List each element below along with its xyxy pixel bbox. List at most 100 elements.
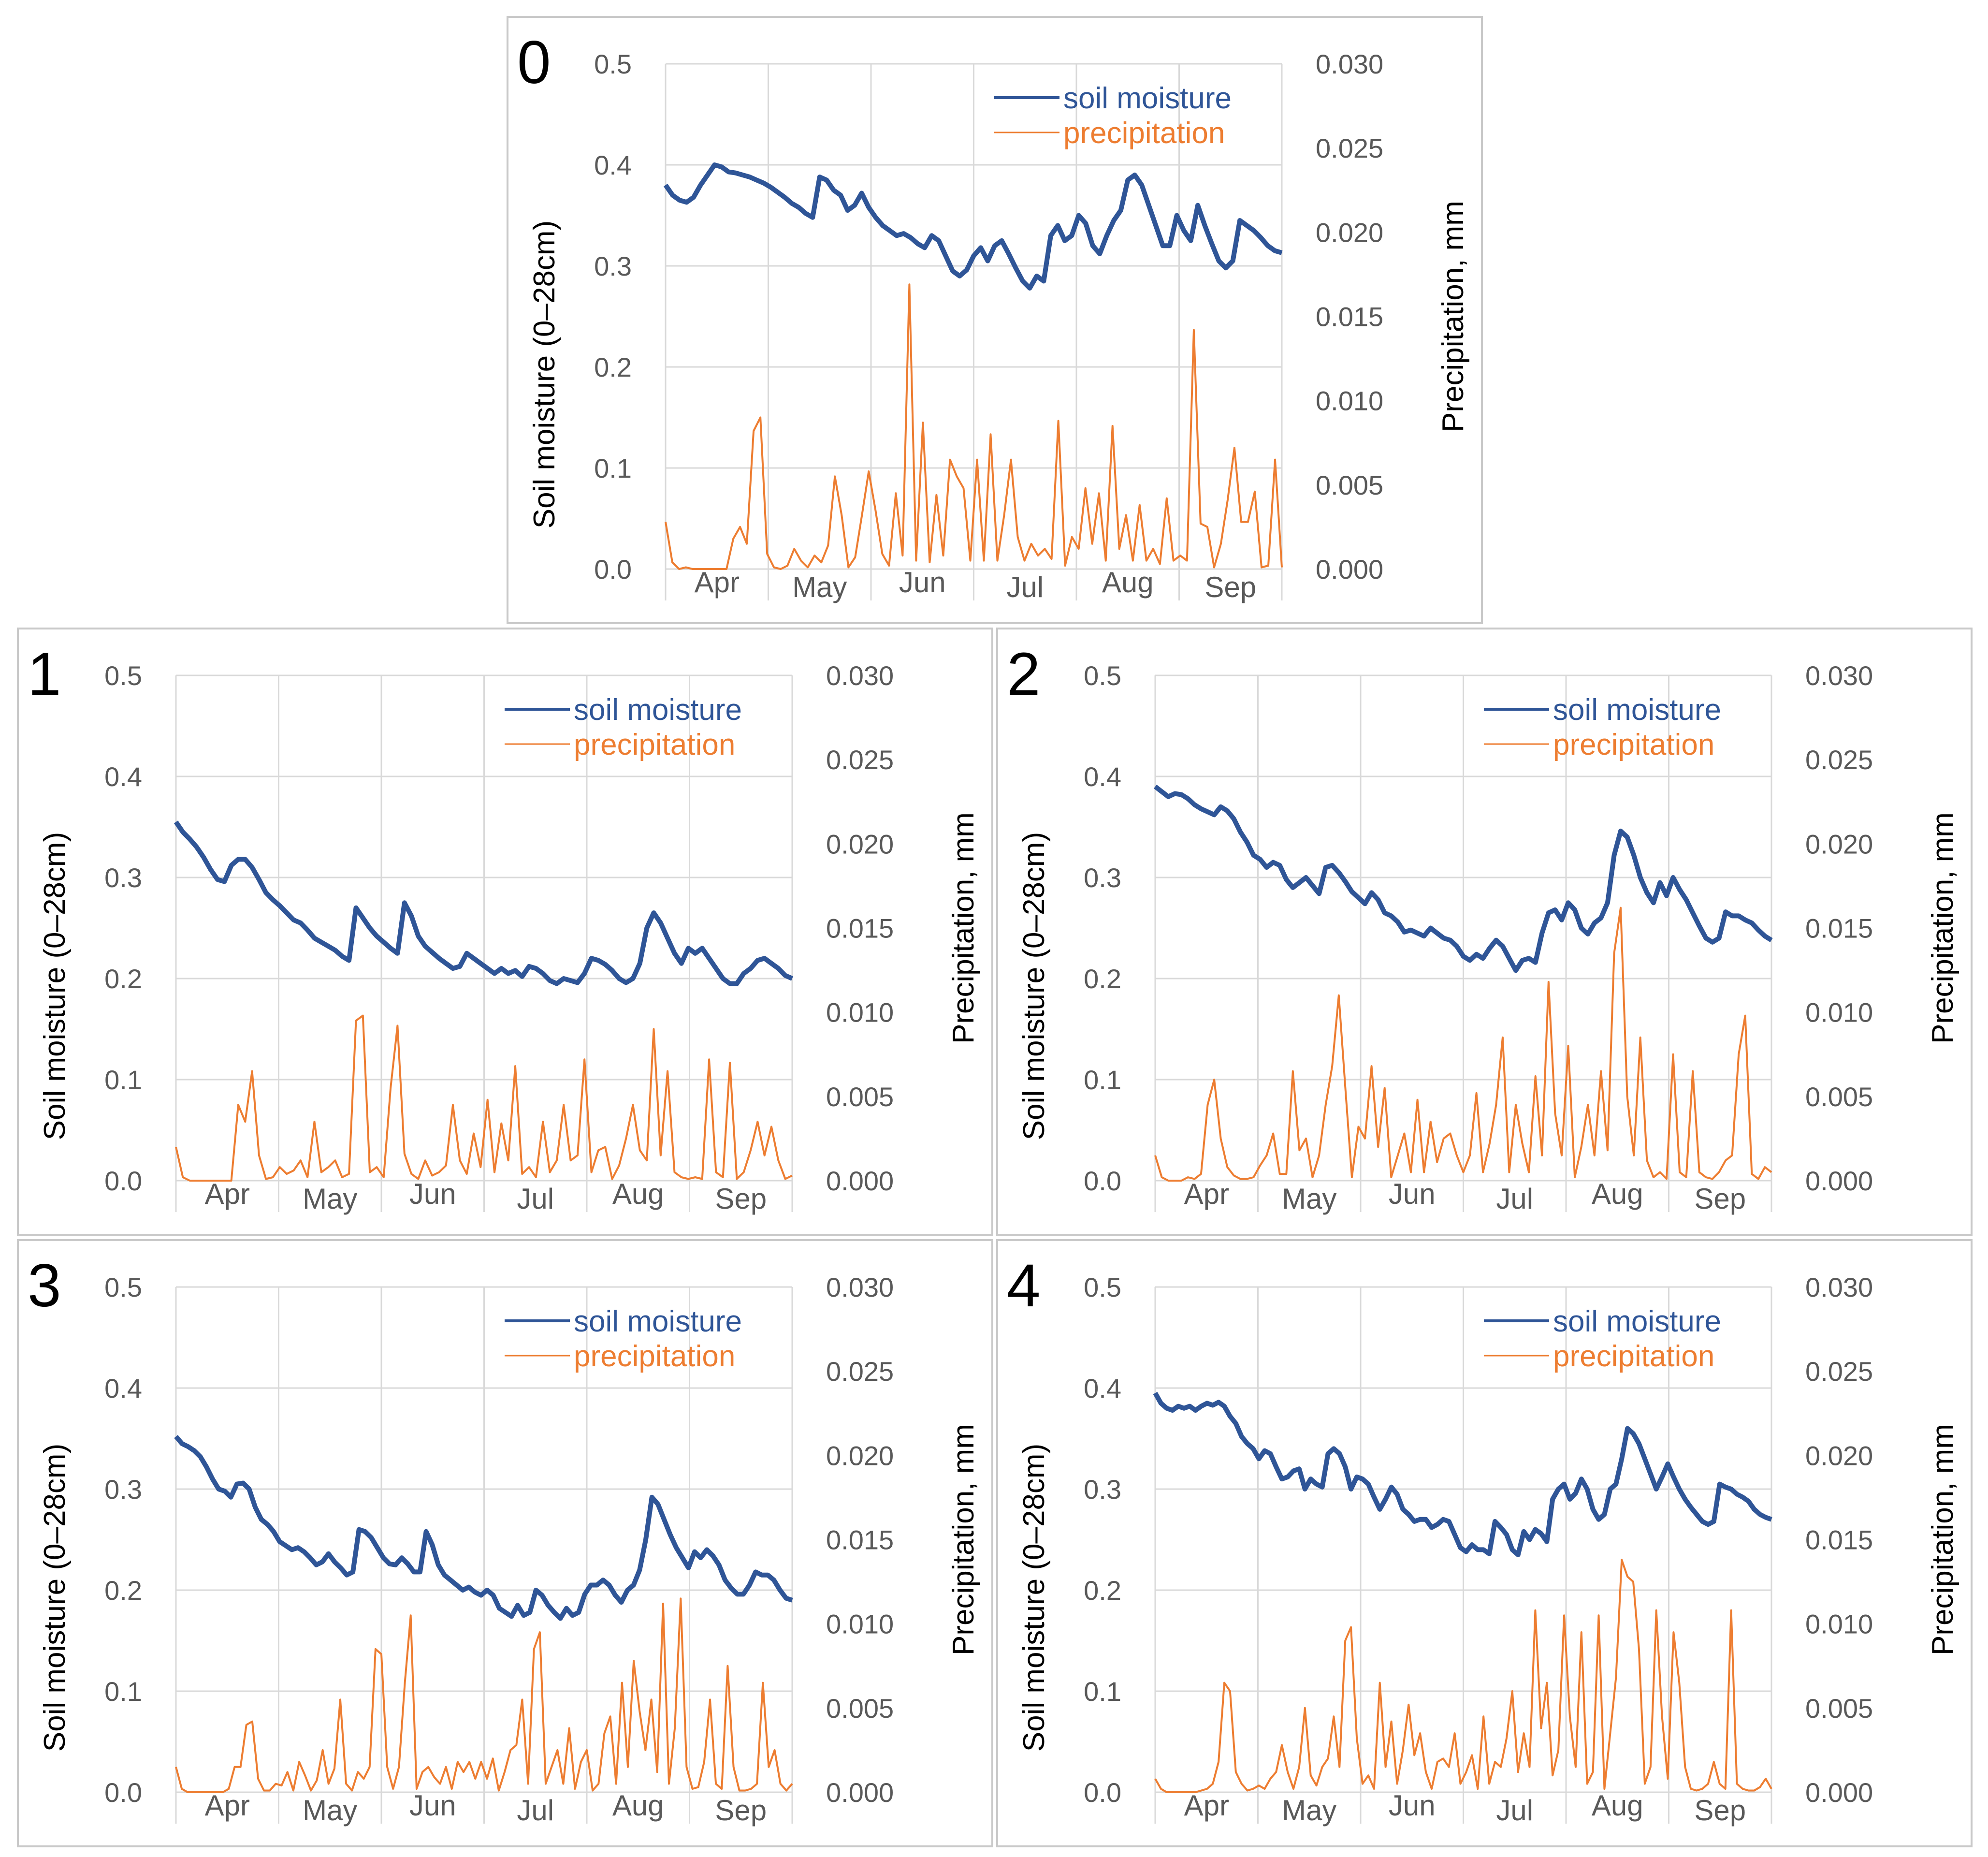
y-left-tick-label: 0.0 — [594, 554, 632, 585]
y-left-tick-label: 0.1 — [1084, 1065, 1121, 1095]
chart-panel-4: 4 0.0 0.1 0.2 0.3 0.4 0.5 0.000 0.005 0.010 0.015 0… — [996, 1239, 1973, 1847]
y-right-axis-title: Precipitation, mm — [947, 812, 980, 1044]
legend-soil-label: soil moisture — [1553, 693, 1721, 727]
y-right-tick-label: 0.000 — [1805, 1166, 1873, 1196]
chart-svg: 4 0.0 0.1 0.2 0.3 0.4 0.5 0.000 0.005 0.010 0.015 0… — [1007, 1252, 1959, 1827]
x-month-label: Jun — [899, 566, 946, 599]
x-month-label: Aug — [612, 1178, 664, 1210]
y-left-tick-label: 0.1 — [1084, 1676, 1121, 1707]
x-month-label: Sep — [1204, 571, 1256, 603]
panel-label: 3 — [28, 1252, 61, 1319]
y-left-tick-label: 0.1 — [104, 1676, 142, 1707]
x-month-label: Jul — [1496, 1794, 1533, 1827]
y-right-tick-label: 0.025 — [1805, 745, 1873, 775]
y-right-axis-title: Precipitation, mm — [1926, 812, 1959, 1044]
panel-label: 1 — [28, 641, 61, 708]
y-left-axis-title: Soil moisture (0–28cm) — [1017, 832, 1051, 1140]
x-month-label: Apr — [205, 1789, 250, 1822]
chart-svg: 1 0.0 0.1 0.2 0.3 0.4 0.5 0.000 0.005 0.010 0.015 0… — [28, 641, 980, 1215]
panel-label: 2 — [1007, 641, 1041, 708]
precipitation-series-line — [1154, 1559, 1772, 1793]
y-right-tick-label: 0.005 — [1805, 1082, 1873, 1112]
y-right-tick-label: 0.000 — [1316, 554, 1383, 585]
x-month-label: Sep — [715, 1794, 767, 1827]
y-left-tick-label: 0.4 — [104, 761, 142, 792]
precipitation-series-line — [175, 1014, 793, 1182]
y-right-tick-label: 0.025 — [826, 1356, 894, 1387]
y-right-tick-label: 0.005 — [1316, 470, 1383, 500]
x-month-label: Jul — [517, 1794, 554, 1827]
y-right-tick-label: 0.030 — [826, 660, 894, 691]
x-month-label: Sep — [715, 1183, 767, 1215]
y-right-tick-label: 0.020 — [1805, 829, 1873, 859]
chart-svg: 0 0.0 0.1 0.2 0.3 0.4 0.5 0.000 0.005 0.010 0.015 0… — [517, 29, 1470, 603]
y-left-tick-label: 0.2 — [104, 964, 142, 994]
soil-moisture-series-line — [1153, 784, 1773, 973]
y-left-tick-label: 0.3 — [104, 1474, 142, 1505]
y-right-tick-label: 0.015 — [1805, 1525, 1873, 1555]
y-right-axis-title: Precipitation, mm — [1926, 1424, 1959, 1655]
y-right-tick-label: 0.005 — [1805, 1693, 1873, 1724]
precipitation-series-line — [665, 283, 1283, 570]
x-month-label: Apr — [1184, 1178, 1229, 1210]
y-left-axis-title: Soil moisture (0–28cm) — [1017, 1444, 1051, 1752]
chart-panel-0: 0 0.0 0.1 0.2 0.3 0.4 0.5 0.000 0.005 0.010 0.015 0… — [507, 16, 1483, 624]
legend-soil-label: soil moisture — [1063, 82, 1232, 115]
y-right-tick-label: 0.000 — [826, 1166, 894, 1196]
y-right-axis-title: Precipitation, mm — [1437, 201, 1470, 432]
y-left-tick-label: 0.5 — [1084, 660, 1121, 691]
y-left-tick-label: 0.5 — [1084, 1272, 1121, 1302]
chart-panel-2: 2 0.0 0.1 0.2 0.3 0.4 0.5 0.000 0.005 0.010 0.015 0… — [996, 628, 1973, 1236]
y-right-tick-label: 0.025 — [826, 745, 894, 775]
x-month-label: Aug — [1592, 1789, 1643, 1822]
y-left-tick-label: 0.4 — [1084, 1373, 1121, 1404]
y-left-tick-label: 0.2 — [594, 352, 632, 382]
y-right-axis-title: Precipitation, mm — [947, 1424, 980, 1655]
y-left-axis-title: Soil moisture (0–28cm) — [38, 832, 72, 1140]
y-left-tick-label: 0.0 — [1084, 1777, 1121, 1808]
x-month-label: Jul — [1006, 571, 1044, 603]
soil-moisture-series-line — [174, 1435, 793, 1621]
y-right-tick-label: 0.000 — [826, 1777, 894, 1808]
y-right-tick-label: 0.025 — [1805, 1356, 1873, 1387]
y-right-tick-label: 0.030 — [1805, 1272, 1873, 1302]
x-month-label: May — [1282, 1794, 1336, 1827]
y-right-tick-label: 0.005 — [826, 1693, 894, 1724]
x-month-label: Aug — [1592, 1178, 1643, 1210]
legend-soil-label: soil moisture — [574, 693, 742, 727]
y-left-tick-label: 0.2 — [1084, 964, 1121, 994]
precipitation-series-line — [175, 1597, 793, 1793]
y-right-tick-label: 0.000 — [1805, 1777, 1873, 1808]
legend-precip-label: precipitation — [1553, 1340, 1714, 1373]
y-left-axis-title: Soil moisture (0–28cm) — [528, 220, 561, 528]
x-month-label: May — [1282, 1183, 1336, 1215]
y-left-tick-label: 0.1 — [104, 1065, 142, 1095]
chart-svg: 3 0.0 0.1 0.2 0.3 0.4 0.5 0.000 0.005 0.010 0.015 0… — [28, 1252, 980, 1827]
y-right-tick-label: 0.015 — [1316, 302, 1383, 332]
y-right-tick-label: 0.010 — [1805, 1609, 1873, 1639]
x-month-label: May — [303, 1794, 357, 1827]
y-right-tick-label: 0.010 — [826, 1609, 894, 1639]
y-left-tick-label: 0.3 — [594, 251, 632, 281]
y-left-tick-label: 0.4 — [104, 1373, 142, 1404]
y-right-tick-label: 0.015 — [826, 1525, 894, 1555]
x-month-label: Aug — [1102, 566, 1154, 599]
x-month-label: Jun — [409, 1178, 456, 1210]
y-left-tick-label: 0.3 — [1084, 1474, 1121, 1505]
y-right-tick-label: 0.010 — [826, 997, 894, 1028]
panel-label: 0 — [517, 29, 551, 96]
x-month-label: May — [303, 1183, 357, 1215]
chart-panel-3: 3 0.0 0.1 0.2 0.3 0.4 0.5 0.000 0.005 0.010 0.015 0… — [17, 1239, 993, 1847]
y-right-tick-label: 0.030 — [826, 1272, 894, 1302]
y-right-tick-label: 0.025 — [1316, 133, 1383, 163]
y-left-tick-label: 0.2 — [104, 1575, 142, 1606]
x-month-label: Apr — [695, 566, 740, 599]
x-month-label: Jun — [1389, 1178, 1436, 1210]
x-month-label: Aug — [612, 1789, 664, 1822]
y-right-tick-label: 0.010 — [1316, 386, 1383, 416]
y-left-tick-label: 0.4 — [1084, 761, 1121, 792]
x-month-label: May — [792, 571, 847, 603]
soil-moisture-series-line — [663, 162, 1283, 291]
y-left-tick-label: 0.5 — [104, 660, 142, 691]
y-left-tick-label: 0.0 — [104, 1166, 142, 1196]
